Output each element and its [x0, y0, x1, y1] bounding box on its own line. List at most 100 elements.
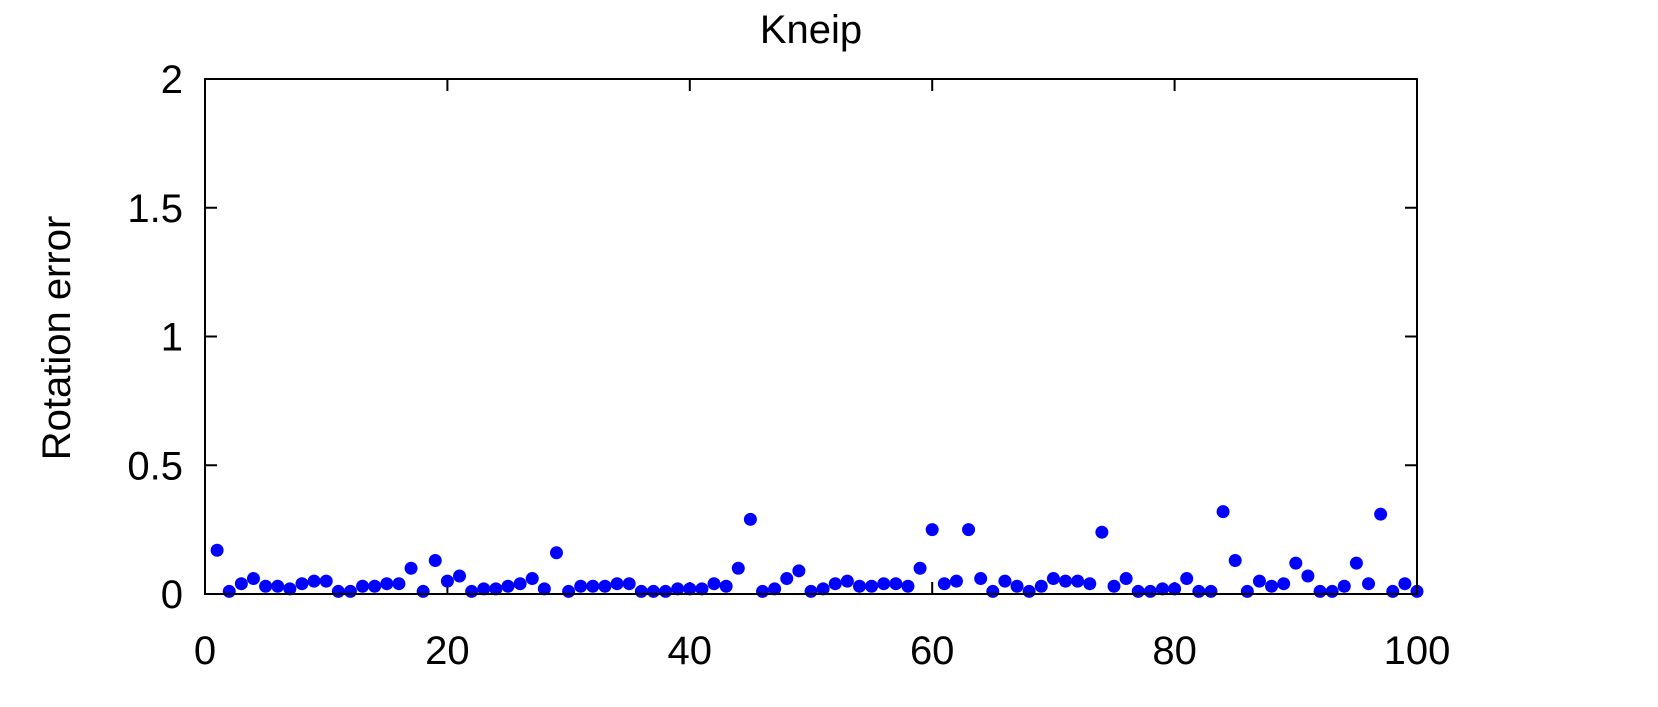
data-point: [962, 523, 976, 537]
data-point: [368, 579, 382, 593]
data-point: [586, 579, 600, 593]
data-point: [283, 582, 297, 596]
data-point: [1374, 507, 1388, 521]
data-point: [246, 572, 260, 586]
data-point: [549, 546, 563, 560]
data-point: [210, 543, 224, 557]
data-point: [343, 584, 357, 598]
data-point: [659, 584, 673, 598]
data-point: [513, 577, 527, 591]
data-point: [271, 579, 285, 593]
y-tick-label: 0: [161, 573, 183, 617]
data-points: [210, 505, 1424, 598]
data-point: [1168, 582, 1182, 596]
data-point: [634, 584, 648, 598]
x-tick-label: 0: [194, 629, 216, 673]
data-point: [792, 564, 806, 578]
x-tick-label: 40: [668, 629, 713, 673]
plot-frame: [204, 78, 1418, 595]
data-point: [1192, 584, 1206, 598]
data-point: [756, 584, 770, 598]
data-point: [780, 572, 794, 586]
data-point: [852, 579, 866, 593]
data-point: [222, 584, 236, 598]
y-tick-label: 0.5: [127, 444, 183, 488]
data-point: [622, 577, 636, 591]
data-point: [1022, 584, 1036, 598]
data-point: [1337, 579, 1351, 593]
data-point: [1204, 584, 1218, 598]
data-point: [804, 584, 818, 598]
data-point: [695, 582, 709, 596]
data-point: [295, 577, 309, 591]
data-point: [949, 574, 963, 588]
data-point: [319, 574, 333, 588]
data-point: [574, 579, 588, 593]
data-point: [331, 584, 345, 598]
data-point: [913, 561, 927, 575]
data-point: [1398, 577, 1412, 591]
data-point: [1289, 556, 1303, 570]
data-point: [974, 572, 988, 586]
data-point: [743, 512, 757, 526]
data-point: [768, 582, 782, 596]
data-point: [1301, 569, 1315, 583]
data-point: [1349, 556, 1363, 570]
data-point: [525, 572, 539, 586]
data-point: [937, 577, 951, 591]
data-point: [356, 579, 370, 593]
data-point: [489, 582, 503, 596]
data-point: [259, 579, 273, 593]
data-point: [646, 584, 660, 598]
data-point: [537, 582, 551, 596]
y-axis-label: Rotation error: [35, 216, 79, 461]
data-point: [1107, 579, 1121, 593]
tick-marks: [204, 78, 1418, 595]
data-point: [1325, 584, 1339, 598]
data-point: [1155, 582, 1169, 596]
data-point: [465, 584, 479, 598]
y-tick-label: 1.5: [127, 187, 183, 231]
data-point: [416, 584, 430, 598]
data-point: [1083, 577, 1097, 591]
data-point: [1277, 577, 1291, 591]
data-point: [683, 582, 697, 596]
y-tick-label: 1: [161, 316, 183, 360]
data-point: [598, 579, 612, 593]
data-point: [1240, 584, 1254, 598]
data-point: [731, 561, 745, 575]
data-point: [901, 579, 915, 593]
y-tick-labels: 0 0.5 1 1.5 2: [127, 58, 183, 617]
data-point: [234, 577, 248, 591]
data-point: [671, 582, 685, 596]
data-point: [986, 584, 1000, 598]
data-point: [707, 577, 721, 591]
x-tick-label: 60: [910, 629, 955, 673]
data-point: [877, 577, 891, 591]
data-point: [1228, 554, 1242, 568]
data-point: [1131, 584, 1145, 598]
chart-title: Kneip: [760, 8, 862, 52]
data-point: [307, 574, 321, 588]
data-point: [865, 579, 879, 593]
data-point: [925, 523, 939, 537]
data-point: [1046, 572, 1060, 586]
data-point: [1313, 584, 1327, 598]
data-point: [816, 582, 830, 596]
data-point: [719, 579, 733, 593]
data-point: [1265, 579, 1279, 593]
data-point: [1252, 574, 1266, 588]
x-tick-label: 20: [425, 629, 470, 673]
data-point: [1059, 574, 1073, 588]
data-point: [380, 577, 394, 591]
data-point: [1362, 577, 1376, 591]
data-point: [428, 554, 442, 568]
data-point: [1071, 574, 1085, 588]
data-point: [1180, 572, 1194, 586]
data-point: [1095, 525, 1109, 539]
x-tick-labels: 0 20 40 60 80 100: [194, 629, 1451, 673]
data-point: [1216, 505, 1230, 519]
data-point: [1386, 584, 1400, 598]
data-point: [562, 584, 576, 598]
